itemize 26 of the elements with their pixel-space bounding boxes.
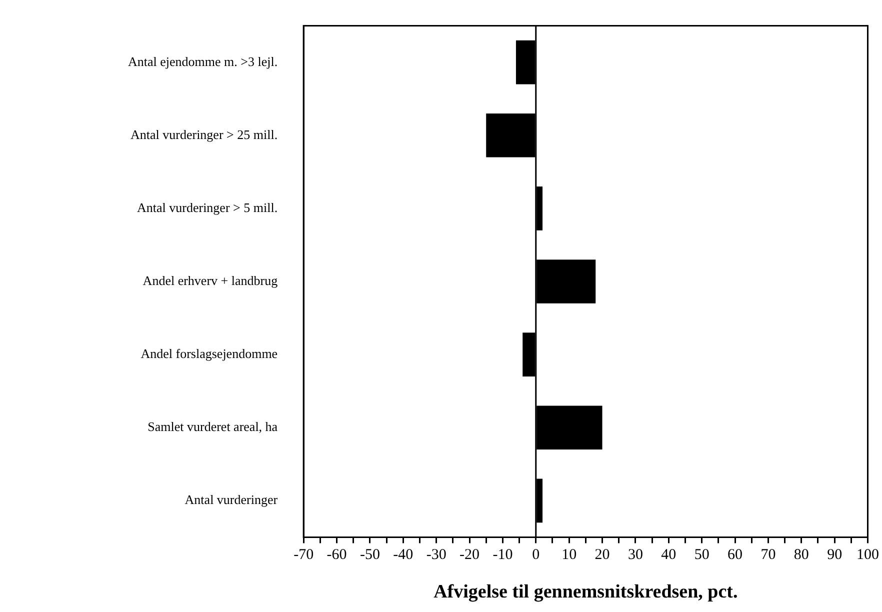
y-tick-label: Antal vurderinger (184, 492, 278, 508)
x-tick-label: -30 (426, 547, 446, 564)
y-tick-label: Andel forslagsejendomme (140, 346, 278, 361)
x-tick-label: -20 (460, 547, 480, 564)
x-tick-label: 20 (594, 547, 610, 564)
x-tick-label: 30 (628, 547, 643, 564)
x-tick-label: 10 (562, 547, 577, 564)
y-tick-label: Samlet vurderet areal, ha (148, 419, 278, 434)
y-tick-label: Antal vurderinger > 25 mill. (130, 126, 278, 142)
x-tick-label: 80 (794, 547, 809, 564)
x-tick-label: -60 (326, 547, 347, 564)
x-tick-label: 50 (694, 547, 710, 564)
x-tick-label: 40 (661, 547, 676, 564)
x-tick-label: -50 (360, 547, 380, 564)
x-tick-label: 70 (760, 547, 776, 564)
y-tick-label: Andel erhverv + landbrug (142, 272, 278, 288)
x-tick-label: 0 (532, 547, 540, 564)
x-tick-label: -10 (492, 547, 513, 564)
y-tick-label: Antal vurderinger > 5 mill. (137, 200, 278, 215)
x-tick-label: 90 (827, 547, 842, 564)
x-tick-label: 60 (728, 547, 743, 564)
x-axis-title: Afvigelse til gennemsnitskredsen, pct. (434, 582, 738, 603)
y-tick-label: Antal ejendomme m. >3 lejl. (128, 54, 278, 69)
x-tick-label: -40 (393, 547, 414, 564)
x-tick-label: -70 (294, 547, 314, 564)
x-tick-label: 100 (856, 547, 879, 564)
